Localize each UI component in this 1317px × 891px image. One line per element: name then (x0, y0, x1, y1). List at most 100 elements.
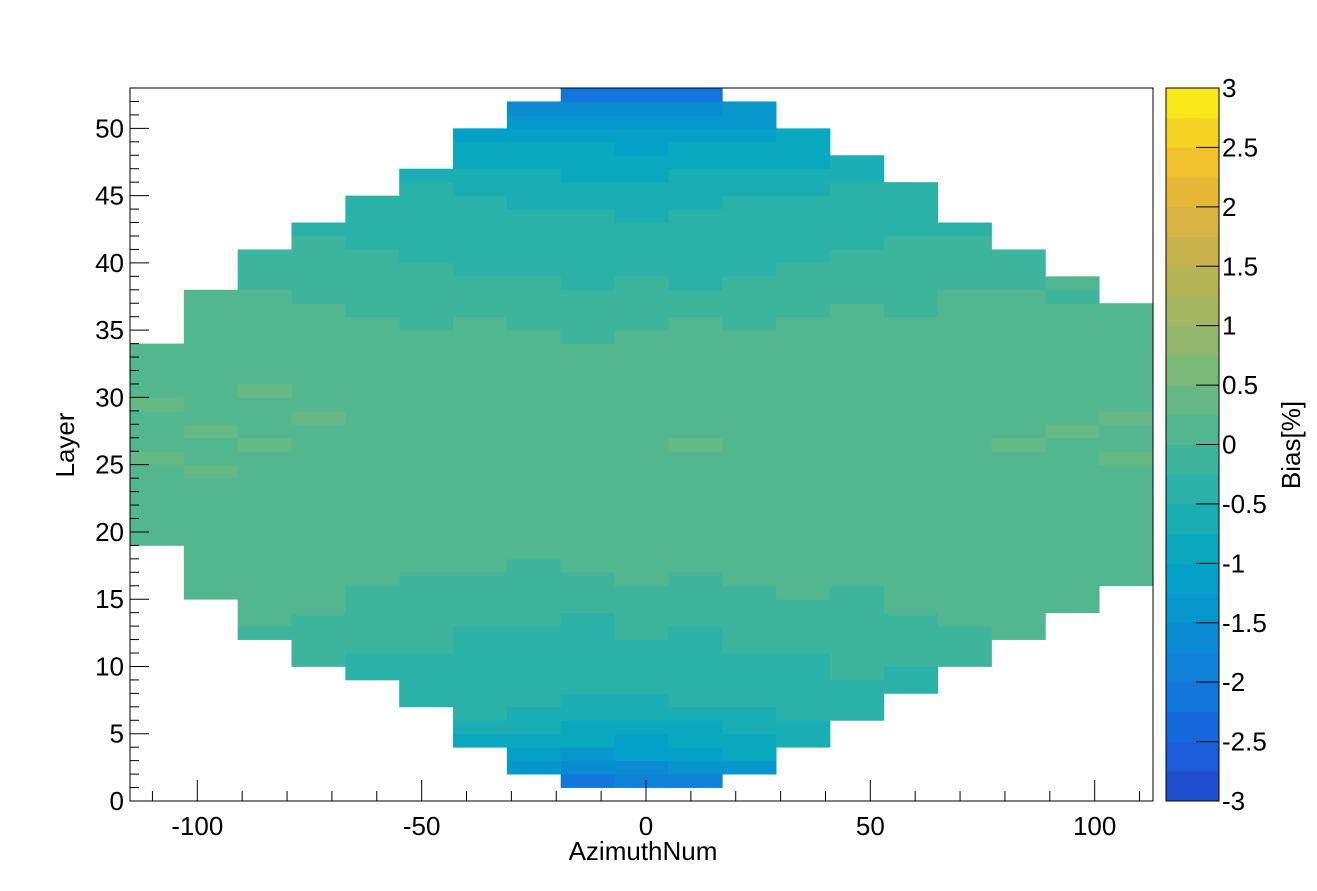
heatmap-cell (722, 114, 777, 129)
heatmap-cell (560, 155, 615, 170)
heatmap-cell (776, 626, 831, 640)
y-tick-label: 0 (110, 786, 124, 816)
heatmap-cell (291, 612, 346, 627)
heatmap-cell (614, 276, 669, 291)
heatmap-cell (829, 343, 885, 358)
heatmap-cell (506, 518, 562, 533)
heatmap-cell (829, 303, 885, 318)
heatmap-cell (883, 491, 939, 506)
heatmap-cell (937, 558, 992, 573)
heatmap-cell (453, 235, 508, 250)
heatmap-cell (560, 612, 615, 627)
heatmap-cell (506, 653, 562, 667)
heatmap-cell (614, 706, 669, 721)
heatmap-cell (937, 653, 992, 667)
heatmap-cell (614, 639, 669, 654)
heatmap-cell (668, 706, 723, 721)
heatmap-cell (237, 343, 292, 358)
heatmap-cell (453, 141, 508, 156)
heatmap-cell (560, 572, 615, 587)
heatmap-cell (883, 383, 939, 398)
heatmap-cell (1045, 343, 1100, 358)
heatmap-cell (1099, 558, 1154, 573)
y-tick-label: 10 (95, 651, 124, 681)
heatmap-cell (237, 303, 292, 318)
heatmap-cell (776, 612, 831, 627)
heatmap-cell (937, 357, 992, 371)
heatmap-cell (1045, 424, 1100, 439)
heatmap-cell (937, 572, 992, 587)
heatmap-cell (722, 666, 777, 681)
heatmap-cell (183, 383, 239, 398)
heatmap-cell (776, 491, 831, 506)
heatmap-cell (776, 262, 831, 277)
heatmap-cell (291, 330, 346, 345)
heatmap-cell (668, 168, 723, 183)
heatmap-cell (883, 531, 939, 546)
heatmap-cell (668, 182, 723, 197)
heatmap-cell (560, 437, 615, 452)
heatmap-cell (506, 760, 562, 775)
heatmap-cell (345, 209, 400, 223)
heatmap-cell (668, 653, 723, 667)
heatmap-cell (1045, 464, 1100, 479)
heatmap-cell (883, 478, 939, 492)
heatmap-cell (291, 464, 346, 479)
heatmap-cell (506, 599, 562, 614)
heatmap-cell (237, 276, 292, 291)
heatmap-cell (722, 209, 777, 223)
heatmap-cell (668, 747, 723, 762)
heatmap-cell (345, 451, 400, 466)
heatmap-cell (506, 128, 562, 143)
heatmap-cell (829, 478, 885, 492)
heatmap-cell (722, 706, 777, 721)
colorbar-band (1166, 295, 1219, 326)
heatmap-cell (722, 558, 777, 573)
heatmap-cell (614, 612, 669, 627)
heatmap-cell (237, 383, 292, 398)
colorbar-tick-label: 2.5 (1222, 132, 1258, 162)
heatmap-cell (991, 612, 1046, 627)
heatmap-cell (883, 599, 939, 614)
heatmap-cell (722, 531, 777, 546)
heatmap-cell (883, 289, 939, 304)
heatmap-cell (291, 357, 346, 371)
heatmap-cell (722, 195, 777, 210)
heatmap-cell (453, 518, 508, 533)
heatmap-cell (399, 222, 454, 237)
heatmap-cell (345, 505, 400, 519)
heatmap-cell (1099, 370, 1154, 385)
heatmap-cell (829, 155, 885, 170)
heatmap-cell (614, 303, 669, 318)
heatmap-cell (399, 491, 454, 506)
heatmap-cell (937, 303, 992, 318)
heatmap-cell (453, 464, 508, 479)
heatmap-cell (722, 303, 777, 318)
heatmap-cell (506, 464, 562, 479)
heatmap-cell (991, 464, 1046, 479)
heatmap-cell (345, 343, 400, 358)
heatmap-cell (614, 599, 669, 614)
heatmap-cell (614, 585, 669, 600)
plot-frame (129, 87, 1154, 802)
heatmap-cell (453, 706, 508, 721)
y-tick-label: 25 (95, 450, 124, 480)
x-tick-label: -100 (171, 811, 223, 841)
heatmap-cell (399, 182, 454, 197)
heatmap-cell (506, 437, 562, 452)
heatmap-cell (399, 451, 454, 466)
heatmap-cell (668, 410, 723, 425)
heatmap-cell (506, 235, 562, 250)
heatmap-cell (883, 303, 939, 318)
x-tick-label: 100 (1073, 811, 1116, 841)
heatmap-cell (399, 262, 454, 277)
heatmap-cell (883, 505, 939, 519)
heatmap-cell (506, 182, 562, 197)
heatmap-cell (722, 639, 777, 654)
heatmap-cell (560, 303, 615, 318)
heatmap-cell (345, 195, 400, 210)
heatmap-cell (937, 397, 992, 412)
heatmap-cell (614, 505, 669, 519)
heatmap-cell (1045, 518, 1100, 533)
heatmap-cell (668, 289, 723, 304)
